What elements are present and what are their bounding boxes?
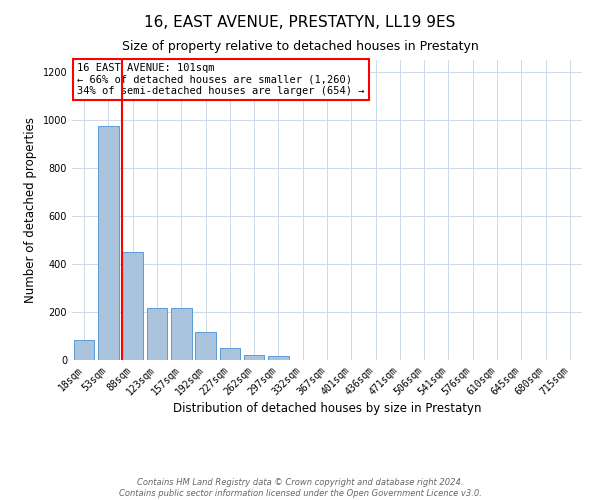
Text: 16, EAST AVENUE, PRESTATYN, LL19 9ES: 16, EAST AVENUE, PRESTATYN, LL19 9ES — [145, 15, 455, 30]
Bar — [195, 332, 216, 360]
Text: Contains HM Land Registry data © Crown copyright and database right 2024.
Contai: Contains HM Land Registry data © Crown c… — [119, 478, 481, 498]
Text: 16 EAST AVENUE: 101sqm
← 66% of detached houses are smaller (1,260)
34% of semi-: 16 EAST AVENUE: 101sqm ← 66% of detached… — [77, 63, 365, 96]
Bar — [74, 340, 94, 360]
Bar — [244, 355, 265, 360]
Bar — [171, 308, 191, 360]
Text: Size of property relative to detached houses in Prestatyn: Size of property relative to detached ho… — [122, 40, 478, 53]
Bar — [98, 126, 119, 360]
Bar — [122, 252, 143, 360]
Bar — [268, 356, 289, 360]
Y-axis label: Number of detached properties: Number of detached properties — [24, 117, 37, 303]
X-axis label: Distribution of detached houses by size in Prestatyn: Distribution of detached houses by size … — [173, 402, 481, 415]
Bar — [146, 308, 167, 360]
Bar — [220, 348, 240, 360]
